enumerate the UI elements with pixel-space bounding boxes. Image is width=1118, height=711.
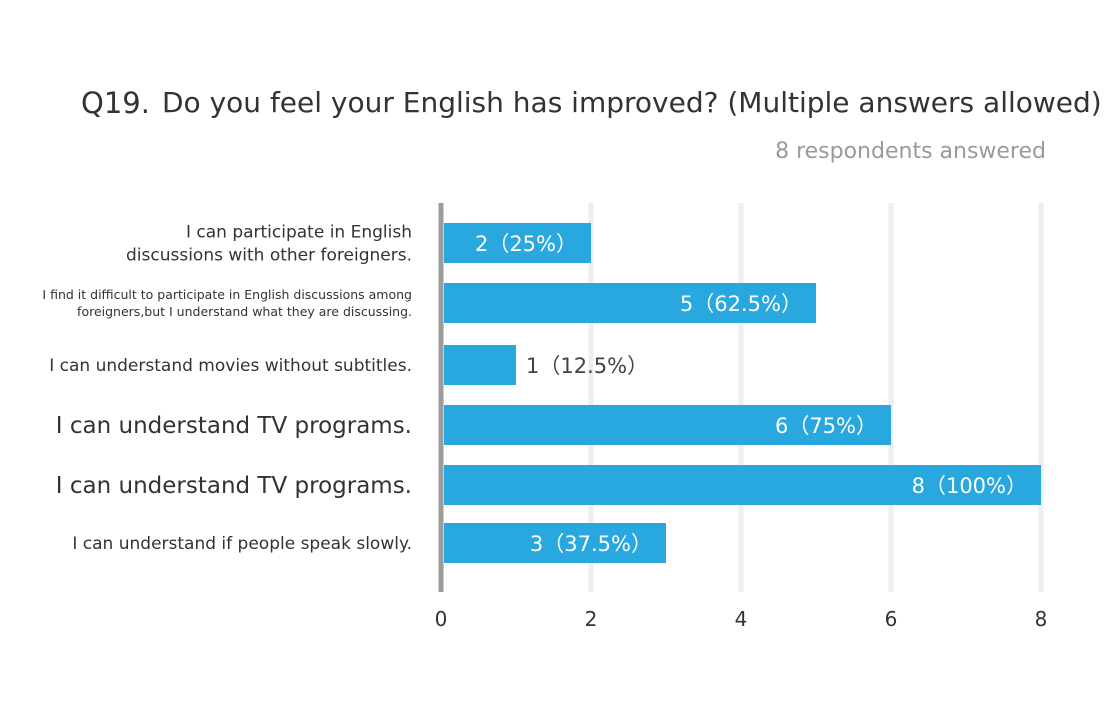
category-label: I find it difficult to participate in En… <box>42 287 412 302</box>
bar <box>444 465 1041 505</box>
category-label: I can participate in English <box>186 222 412 242</box>
x-tick-label: 6 <box>885 607 898 631</box>
category-label: I can understand TV programs. <box>56 473 412 499</box>
category-label: discussions with other foreigners. <box>126 245 412 265</box>
bar-value-label: 5（62.5%） <box>680 292 802 316</box>
bar <box>444 223 591 263</box>
question-title: Do you feel your English has improved? (… <box>162 86 1102 119</box>
bar-value-label: 6（75%） <box>775 414 877 438</box>
x-tick-label: 2 <box>585 607 598 631</box>
category-label: I can understand TV programs. <box>56 413 412 439</box>
bar-value-label: 8（100%） <box>912 474 1027 498</box>
bar <box>444 523 666 563</box>
category-label: I can understand movies without subtitle… <box>49 356 412 376</box>
x-tick-label: 8 <box>1035 607 1048 631</box>
x-tick-label: 4 <box>735 607 748 631</box>
category-label: I can understand if people speak slowly. <box>72 534 412 554</box>
bar <box>444 283 816 323</box>
x-tick-label: 0 <box>435 607 448 631</box>
question-number: Q19. <box>81 86 150 120</box>
bar <box>444 345 516 385</box>
bar <box>444 405 891 445</box>
respondent-count: 8 respondents answered <box>775 139 1046 164</box>
bar-value-label: 1（12.5%） <box>526 354 648 378</box>
bar-value-label: 3（37.5%） <box>530 532 652 556</box>
category-label: foreigners,but I understand what they ar… <box>77 304 412 319</box>
bar-value-label: 2（25%） <box>475 232 577 256</box>
